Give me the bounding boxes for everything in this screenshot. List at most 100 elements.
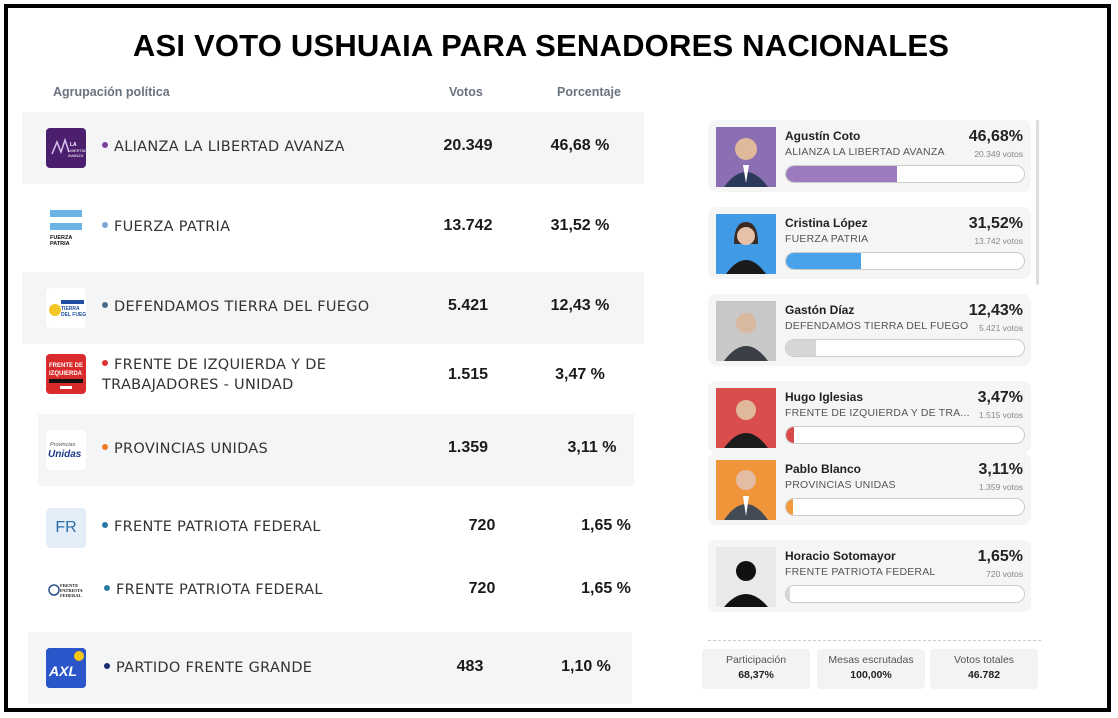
candidate-name: Horacio Sotomayor xyxy=(785,549,896,563)
candidate-votes: 20.349 votos xyxy=(974,149,1023,159)
party-votes: 1.515 xyxy=(447,366,489,383)
candidate-votes: 1.515 votos xyxy=(979,410,1023,420)
svg-text:FRENTE: FRENTE xyxy=(60,583,78,588)
party-name: FRENTE DE IZQUIERDA Y DE TRABAJADORES - U… xyxy=(102,357,327,393)
party-votes: 720 xyxy=(468,580,496,597)
candidate-card[interactable]: Gastón Díaz DEFENDAMOS TIERRA DEL FUEGO … xyxy=(708,294,1031,366)
svg-text:PATRIA: PATRIA xyxy=(50,241,70,247)
svg-text:AXL: AXL xyxy=(48,663,77,679)
candidate-bar-fill xyxy=(786,166,898,182)
candidate-bar-fill xyxy=(786,427,795,443)
party-name: FRENTE PATRIOTA FEDERAL xyxy=(102,517,321,537)
candidate-votes: 1.359 votos xyxy=(979,482,1023,492)
party-logo: TIERRA DEL FUEGO xyxy=(46,288,86,328)
candidate-photo xyxy=(716,547,776,607)
candidate-card[interactable]: Horacio Sotomayor FRENTE PATRIOTA FEDERA… xyxy=(708,540,1031,612)
party-pct: 1,65 % xyxy=(581,517,631,534)
candidate-votes: 720 votos xyxy=(986,569,1023,579)
candidate-bar-fill xyxy=(786,253,862,269)
candidate-votes: 5.421 votos xyxy=(979,323,1023,333)
svg-text:AVANZA: AVANZA xyxy=(68,153,84,158)
party-row[interactable]: FRENTE DE IZQUIERDA FRENTE DE IZQUIERDA … xyxy=(22,336,644,412)
party-row[interactable]: AXL PARTIDO FRENTE GRANDE 483 1,10 % xyxy=(28,632,632,704)
header-party: Agrupación política xyxy=(53,85,170,99)
party-votes: 720 xyxy=(468,517,496,534)
party-pct: 1,65 % xyxy=(581,580,631,597)
party-pct: 3,47 % xyxy=(555,366,605,383)
party-row[interactable]: LA LIBERTAD AVANZA ALIANZA LA LIBERTAD A… xyxy=(22,112,644,184)
candidate-card[interactable]: Pablo Blanco PROVINCIAS UNIDAS 3,11% 1.3… xyxy=(708,453,1031,525)
party-votes: 20.349 xyxy=(443,137,493,154)
candidate-party: ALIANZA LA LIBERTAD AVANZA xyxy=(785,146,945,158)
candidate-photo xyxy=(716,127,776,187)
party-row[interactable]: Provincias Unidas PROVINCIAS UNIDAS 1.35… xyxy=(38,414,634,486)
svg-text:TIERRA: TIERRA xyxy=(61,306,80,312)
candidate-party: DEFENDAMOS TIERRA DEL FUEGO xyxy=(785,320,969,332)
party-logo: LA LIBERTAD AVANZA xyxy=(46,128,86,168)
candidate-name: Hugo Iglesias xyxy=(785,390,864,404)
candidate-name: Gastón Díaz xyxy=(785,303,855,317)
candidate-party: FRENTE DE IZQUIERDA Y DE TRA... xyxy=(785,407,970,419)
party-logo: AXL xyxy=(46,648,86,688)
party-votes: 1.359 xyxy=(447,439,489,456)
party-votes: 483 xyxy=(456,658,484,675)
svg-text:IZQUIERDA: IZQUIERDA xyxy=(49,371,83,377)
svg-text:PATRIOTA: PATRIOTA xyxy=(60,588,84,593)
svg-text:LIBERTAD: LIBERTAD xyxy=(68,148,86,153)
candidate-photo xyxy=(716,460,776,520)
candidate-pct: 31,52% xyxy=(968,215,1023,232)
candidate-photo xyxy=(716,214,776,274)
party-name: FUERZA PATRIA xyxy=(102,217,230,237)
stat-tables-counted: Mesas escrutadas 100,00% xyxy=(817,649,925,689)
party-name: PARTIDO FRENTE GRANDE xyxy=(104,658,312,678)
candidate-pct: 12,43% xyxy=(968,302,1023,319)
candidate-name: Cristina López xyxy=(785,216,868,230)
candidate-party: PROVINCIAS UNIDAS xyxy=(785,479,896,491)
candidate-votes: 13.742 votos xyxy=(974,236,1023,246)
party-name: FRENTE PATRIOTA FEDERAL xyxy=(104,580,323,600)
party-votes: 5.421 xyxy=(447,297,489,314)
svg-text:Unidas: Unidas xyxy=(48,449,82,460)
party-pct: 3,11 % xyxy=(567,439,617,456)
candidate-pct: 3,47% xyxy=(977,389,1023,406)
party-logo: Provincias Unidas xyxy=(46,430,86,470)
svg-text:FRENTE DE: FRENTE DE xyxy=(49,363,83,369)
svg-text:FEDERAL: FEDERAL xyxy=(60,593,82,598)
candidate-bar xyxy=(785,426,1025,444)
results-frame: ASI VOTO USHUAIA PARA SENADORES NACIONAL… xyxy=(4,4,1111,712)
candidate-pct: 3,11% xyxy=(978,461,1023,478)
party-logo: FRENTE DE IZQUIERDA xyxy=(46,354,86,394)
party-name: PROVINCIAS UNIDAS xyxy=(102,439,268,459)
candidate-party: FRENTE PATRIOTA FEDERAL xyxy=(785,566,936,578)
party-row[interactable]: FRENTE PATRIOTA FEDERAL FRENTE PATRIOTA … xyxy=(22,564,644,616)
party-pct: 1,10 % xyxy=(561,658,611,675)
candidate-bar xyxy=(785,498,1025,516)
candidate-card[interactable]: Cristina López FUERZA PATRIA 31,52% 13.7… xyxy=(708,207,1031,279)
party-pct: 31,52 % xyxy=(550,217,610,234)
candidate-name: Agustín Coto xyxy=(785,129,861,143)
party-logo: FUERZA PATRIA xyxy=(46,208,86,248)
candidate-bar-fill xyxy=(786,499,794,515)
party-logo: FR xyxy=(46,508,86,548)
scrollbar[interactable] xyxy=(1036,120,1039,285)
svg-text:DEL FUEGO: DEL FUEGO xyxy=(61,312,86,318)
candidate-name: Pablo Blanco xyxy=(785,462,862,476)
candidate-card[interactable]: Agustín Coto ALIANZA LA LIBERTAD AVANZA … xyxy=(708,120,1031,192)
candidate-party: FUERZA PATRIA xyxy=(785,233,869,245)
candidate-photo xyxy=(716,301,776,361)
svg-text:FUERZA: FUERZA xyxy=(50,235,72,241)
candidate-pct: 1,65% xyxy=(977,548,1023,565)
candidate-bar xyxy=(785,252,1025,270)
party-row[interactable]: FR FRENTE PATRIOTA FEDERAL 720 1,65 % xyxy=(22,502,644,554)
candidate-card[interactable]: Hugo Iglesias FRENTE DE IZQUIERDA Y DE T… xyxy=(708,381,1031,453)
divider xyxy=(708,640,1041,641)
candidate-bar xyxy=(785,585,1025,603)
candidate-photo xyxy=(716,388,776,448)
page-title: ASI VOTO USHUAIA PARA SENADORES NACIONAL… xyxy=(132,28,950,63)
party-row[interactable]: FUERZA PATRIA FUERZA PATRIA 13.742 31,52… xyxy=(22,192,644,264)
header-votes: Votos xyxy=(449,85,483,99)
svg-text:Provincias: Provincias xyxy=(50,442,76,448)
party-pct: 12,43 % xyxy=(550,297,610,314)
party-row[interactable]: TIERRA DEL FUEGO DEFENDAMOS TIERRA DEL F… xyxy=(22,272,644,344)
candidate-pct: 46,68% xyxy=(968,128,1023,145)
